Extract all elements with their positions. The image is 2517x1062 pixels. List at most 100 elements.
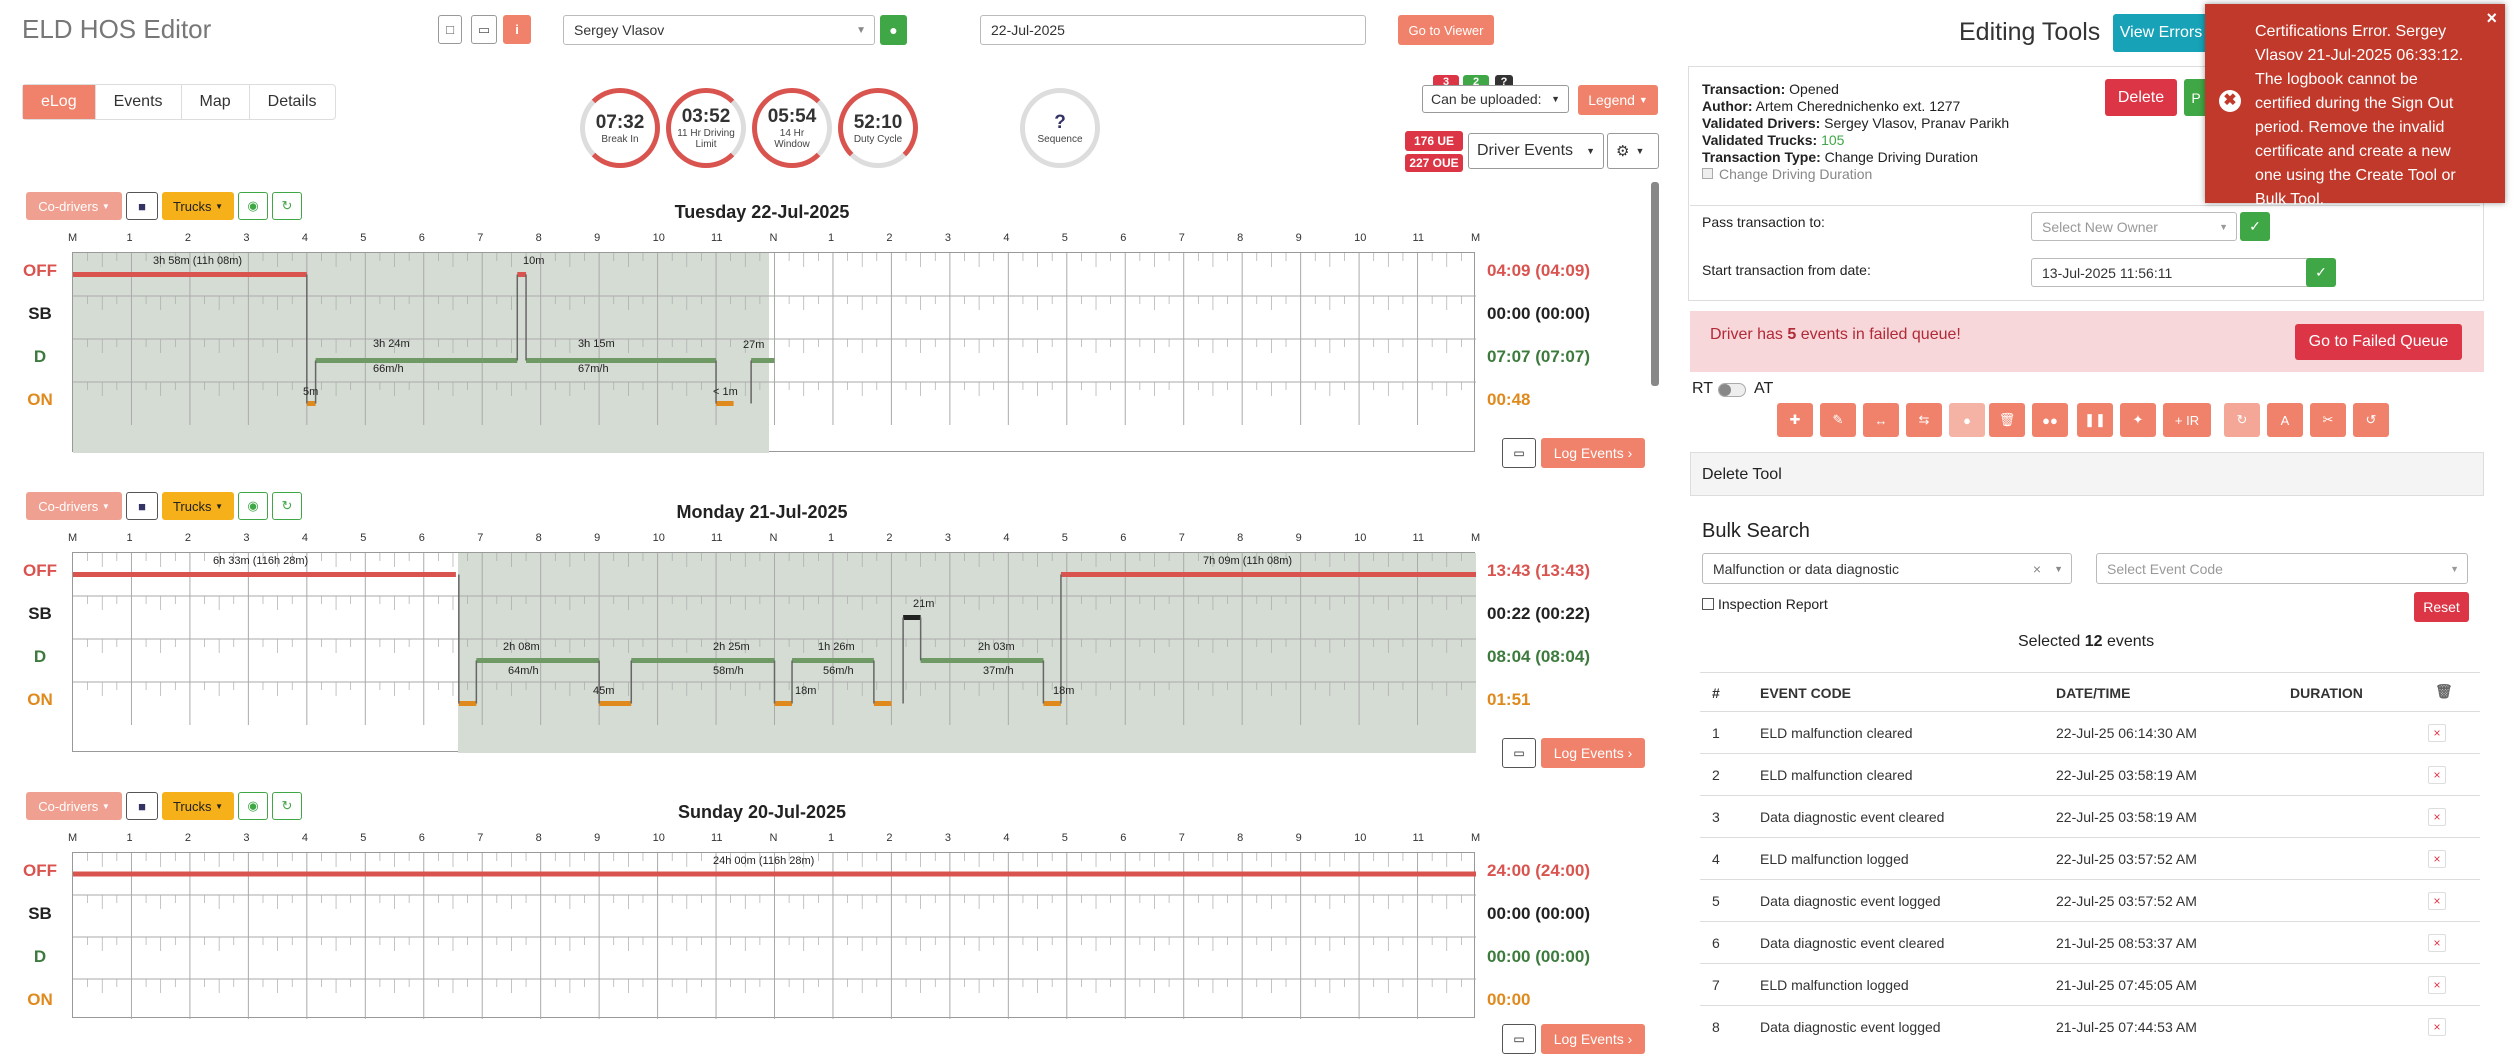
check-icon[interactable]: ✓	[2306, 258, 2336, 287]
codrivers-button[interactable]: Co-drivers ▼	[26, 792, 122, 820]
truck-icon[interactable]: ■	[126, 492, 158, 520]
table-row[interactable]: 8 Data diagnostic event logged 21-Jul-25…	[1700, 1005, 2480, 1047]
table-row[interactable]: 2 ELD malfunction cleared 22-Jul-25 03:5…	[1700, 753, 2480, 795]
wand-icon[interactable]: ✦	[2120, 403, 2156, 437]
add-icon[interactable]: ✚	[1777, 403, 1813, 437]
inspection-report-checkbox[interactable]	[1702, 598, 1714, 610]
refresh-icon[interactable]: ↻	[272, 192, 302, 220]
table-row[interactable]: 4 ELD malfunction logged 22-Jul-25 03:57…	[1700, 837, 2480, 879]
rt-at-toggle[interactable]	[1718, 383, 1746, 397]
remove-icon[interactable]: ×	[2428, 849, 2446, 868]
check-icon[interactable]: ✓	[2240, 212, 2270, 241]
table-row[interactable]: 5 Data diagnostic event logged 22-Jul-25…	[1700, 879, 2480, 921]
bulk-filter-select[interactable]: Malfunction or data diagnostic × ▼	[1702, 553, 2072, 584]
users-icon[interactable]: ●●	[2032, 403, 2068, 437]
row-total: 00:48	[1487, 390, 1531, 409]
trash-icon[interactable]: 🗑	[2435, 683, 2453, 699]
text-icon[interactable]: A	[2267, 403, 2303, 437]
trash-icon[interactable]: 🗑	[1989, 403, 2025, 437]
columns-icon[interactable]: ❚❚	[2077, 403, 2113, 437]
oue-badge[interactable]: 227 OUE	[1405, 154, 1463, 172]
driver-events-select[interactable]: Driver Events ▼	[1468, 133, 1604, 169]
comment-icon[interactable]: ▭	[1502, 738, 1536, 768]
robot-icon[interactable]: ◉	[238, 192, 268, 220]
go-to-failed-queue-button[interactable]: Go to Failed Queue	[2295, 324, 2462, 360]
segment-label: 2h 03m	[978, 641, 1015, 653]
comment-icon[interactable]: ▭	[471, 15, 497, 44]
new-owner-select[interactable]: Select New Owner ▼	[2031, 212, 2237, 241]
delete-transaction-button[interactable]: Delete	[2105, 79, 2177, 116]
editing-tools-title: Editing Tools	[1959, 18, 2101, 46]
view-errors-button[interactable]: View Errors	[2113, 14, 2209, 52]
change-driving-checkbox[interactable]	[1702, 168, 1713, 179]
robot-icon[interactable]: ◉	[238, 792, 268, 820]
hour-label: 10	[652, 232, 665, 244]
user-icon[interactable]: ●	[880, 15, 907, 45]
remove-icon[interactable]: ×	[2428, 933, 2446, 952]
refresh-icon[interactable]: ↻	[2224, 403, 2260, 437]
table-row[interactable]: 3 Data diagnostic event cleared 22-Jul-2…	[1700, 795, 2480, 837]
tab-details[interactable]: Details	[267, 93, 317, 110]
history-icon[interactable]: ↺	[2353, 403, 2389, 437]
trucks-button[interactable]: Trucks ▼	[162, 192, 234, 220]
row-number: 3	[1712, 808, 1720, 825]
trucks-button[interactable]: Trucks ▼	[162, 792, 234, 820]
swap-icon[interactable]: ⇆	[1906, 403, 1942, 437]
activity-shade	[458, 553, 1476, 753]
pencil-icon[interactable]: ✎	[1820, 403, 1856, 437]
caret-icon: ▼	[101, 501, 110, 511]
remove-icon[interactable]: ×	[2428, 1017, 2446, 1036]
event-code-placeholder: Select Event Code	[2107, 560, 2223, 577]
remove-icon[interactable]: ×	[2428, 807, 2446, 826]
info-icon[interactable]: i	[503, 15, 531, 44]
clear-icon[interactable]: ×	[2032, 560, 2041, 577]
truck-icon[interactable]: ■	[126, 792, 158, 820]
tab-elog[interactable]: eLog	[23, 85, 96, 119]
remove-icon[interactable]: ×	[2428, 891, 2446, 910]
log-events-button[interactable]: Log Events ›	[1541, 738, 1645, 768]
truck-icon[interactable]: ■	[126, 192, 158, 220]
publish-button[interactable]: P	[2184, 79, 2208, 116]
user-icon[interactable]: ●	[1949, 403, 1985, 437]
scrollbar[interactable]	[1651, 182, 1659, 386]
chevron-down-icon: ▼	[2450, 563, 2459, 574]
scissors-icon[interactable]: ✂	[2310, 403, 2346, 437]
remove-icon[interactable]: ×	[2428, 765, 2446, 784]
trucks-button[interactable]: Trucks ▼	[162, 492, 234, 520]
settings-dropdown[interactable]: ⚙ ▼	[1607, 133, 1659, 169]
log-events-button[interactable]: Log Events ›	[1541, 438, 1645, 468]
codrivers-button[interactable]: Co-drivers ▼	[26, 192, 122, 220]
refresh-icon[interactable]: ↻	[272, 792, 302, 820]
comment-icon[interactable]: ▭	[1502, 438, 1536, 468]
event-code-select[interactable]: Select Event Code ▼	[2096, 553, 2468, 584]
table-row[interactable]: 1 ELD malfunction cleared 22-Jul-25 06:1…	[1700, 711, 2480, 753]
comment-icon[interactable]: ▭	[1502, 1024, 1536, 1054]
tab-map[interactable]: Map	[182, 85, 250, 119]
table-row[interactable]: 6 Data diagnostic event cleared 21-Jul-2…	[1700, 921, 2480, 963]
go-to-viewer-button[interactable]: Go to Viewer	[1398, 15, 1494, 45]
legend-button[interactable]: Legend ▼	[1578, 85, 1658, 115]
shift-icon[interactable]: ↔	[1863, 403, 1899, 437]
hour-label: 4	[301, 832, 308, 844]
remove-icon[interactable]: ×	[2428, 975, 2446, 994]
driver-select[interactable]: Sergey Vlasov ▼	[563, 15, 875, 45]
row-datetime: 22-Jul-25 03:58:19 AM	[2056, 766, 2197, 783]
reset-button[interactable]: Reset	[2414, 592, 2469, 622]
close-icon[interactable]: ×	[2486, 8, 2497, 28]
codrivers-button[interactable]: Co-drivers ▼	[26, 492, 122, 520]
robot-icon[interactable]: ◉	[238, 492, 268, 520]
date-input[interactable]: 22-Jul-2025	[980, 15, 1366, 45]
refresh-icon[interactable]: ↻	[272, 492, 302, 520]
row-event-code: ELD malfunction logged	[1760, 976, 1909, 993]
add-ir-button[interactable]: + IR	[2163, 403, 2211, 437]
upload-select[interactable]: Can be uploaded: ▼	[1422, 85, 1569, 113]
segment-label: 18m	[1053, 685, 1075, 697]
inspection-report-option[interactable]: Inspection Report	[1702, 596, 1828, 612]
tab-events[interactable]: Events	[96, 85, 182, 119]
ue-badge[interactable]: 176 UE	[1405, 131, 1463, 151]
log-events-button[interactable]: Log Events ›	[1541, 1024, 1645, 1054]
table-row[interactable]: 7 ELD malfunction logged 21-Jul-25 07:45…	[1700, 963, 2480, 1005]
remove-icon[interactable]: ×	[2428, 723, 2446, 742]
start-date-input[interactable]: 13-Jul-2025 11:56:11	[2031, 258, 2311, 287]
document-icon[interactable]: □	[438, 15, 462, 44]
